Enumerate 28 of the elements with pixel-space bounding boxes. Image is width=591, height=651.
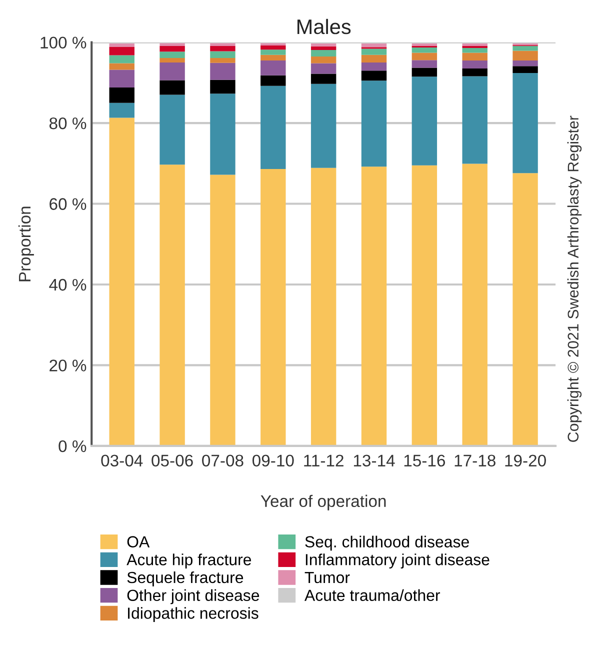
- y-tick-label: 60 %: [50, 198, 86, 210]
- x-tick-label: 09-10: [252, 454, 294, 467]
- chart-title: Males: [297, 18, 351, 34]
- y-tick-label: 20 %: [50, 360, 86, 372]
- y-tick-label: 80 %: [49, 117, 86, 130]
- legend-label: Sequele fracture: [127, 571, 244, 586]
- x-tick-label: 13-14: [354, 454, 395, 467]
- text: Copyright © 2021 Swedish Arthroplasty Register: [567, 116, 582, 442]
- x-tick-label: 07-08: [202, 454, 244, 467]
- legend-label: OA: [127, 536, 150, 548]
- x-tick-label: 05-06: [152, 454, 193, 467]
- y-tick-label: 40 %: [49, 278, 86, 291]
- legend-label: Seq. childhood disease: [305, 536, 469, 551]
- x-tick-label: 11-12: [304, 454, 344, 466]
- y-tick-label: 0 %: [58, 440, 86, 452]
- x-axis-title: Year of operation: [260, 494, 386, 510]
- x-tick-label: 19-20: [505, 454, 546, 467]
- legend-label: Acute trauma/other: [304, 589, 440, 602]
- x-tick-label: 03-04: [101, 454, 143, 467]
- x-tick-label: 17-18: [454, 454, 496, 467]
- legend-label: Tumor: [304, 572, 350, 584]
- x-tick-label: 15-16: [404, 454, 446, 467]
- legend-label: Idiopathic necrosis: [128, 607, 258, 622]
- legend-label: Inflammatory joint disease: [306, 554, 490, 568]
- y-tick-label: 100 %: [40, 36, 86, 49]
- legend-label: Other joint disease: [127, 589, 260, 604]
- y-axis-title: Proportion: [18, 206, 34, 282]
- legend-label: Acute hip fracture: [126, 554, 252, 568]
